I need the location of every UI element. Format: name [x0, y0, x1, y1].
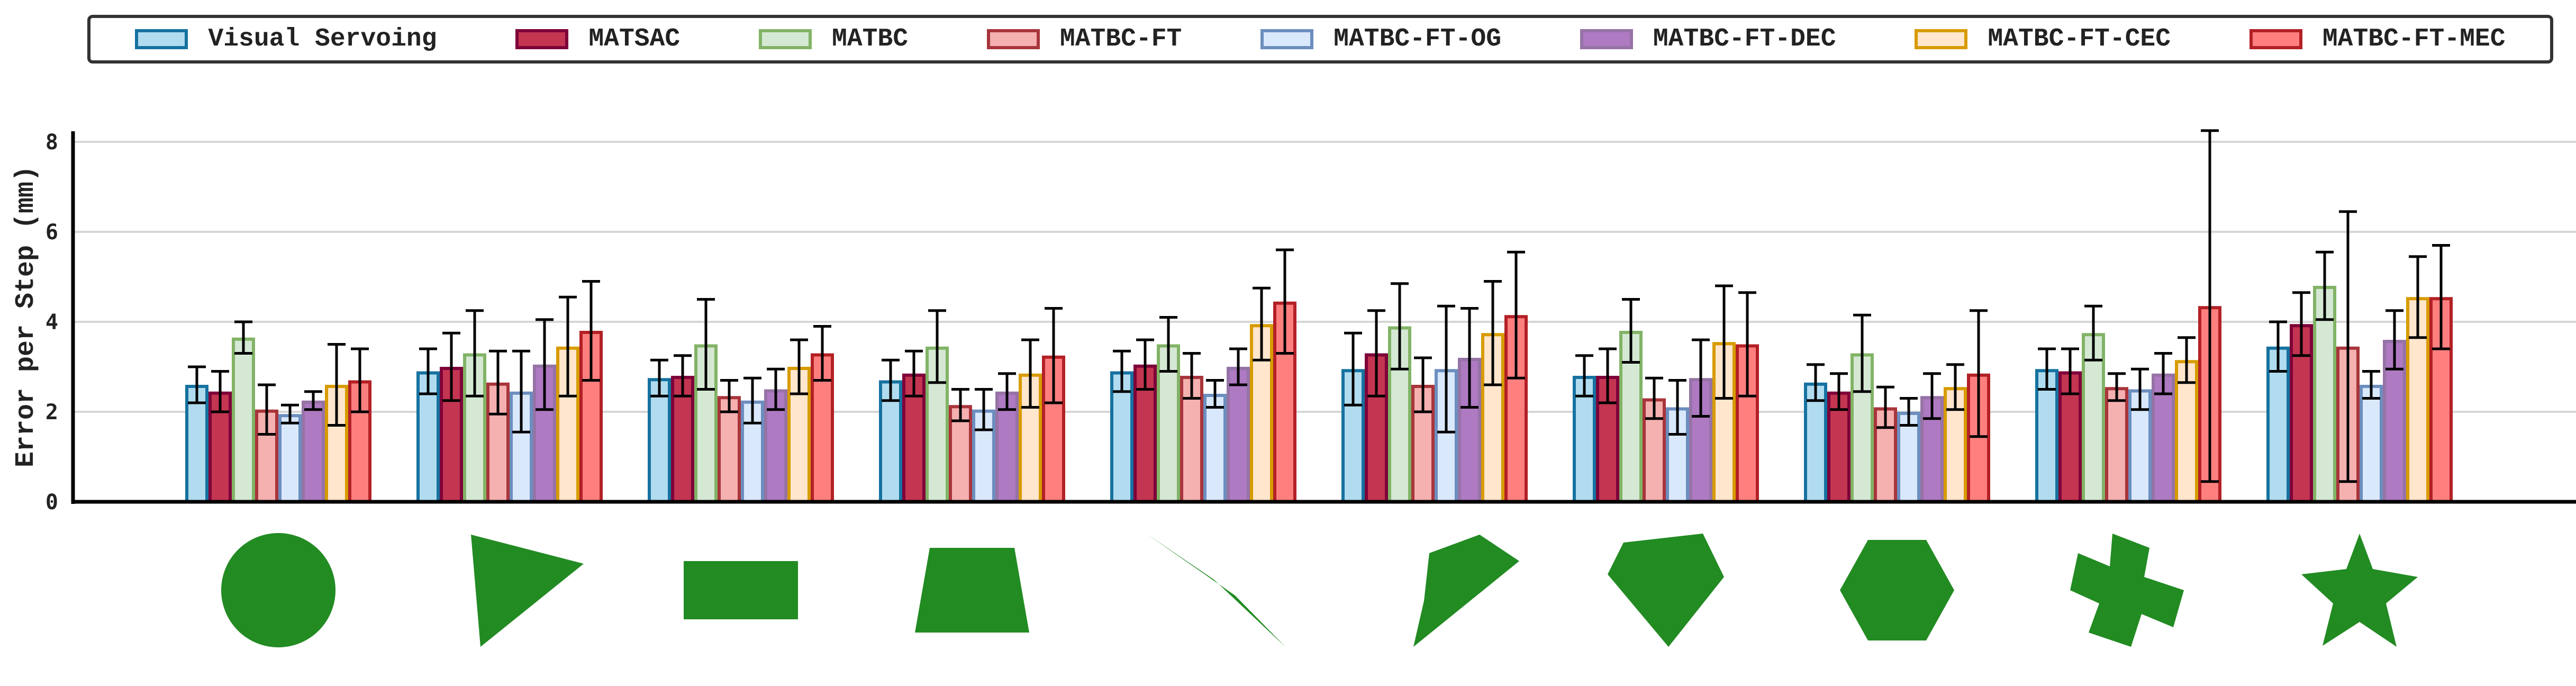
bar [718, 396, 741, 503]
y-tick-label: 8 [46, 130, 58, 155]
bar [278, 414, 302, 503]
bar [1227, 367, 1250, 503]
bar [949, 405, 972, 503]
legend-item: MATBC-FT-MEC [2249, 25, 2506, 53]
legend-swatch [2249, 29, 2302, 49]
y-tick-label: 0 [46, 490, 58, 514]
y-tick-label: 2 [46, 400, 58, 425]
cross-shape-icon [2070, 534, 2184, 647]
legend-item: MATBC-FT-CEC [1915, 25, 2171, 53]
bar [1897, 412, 1920, 503]
parallelogram-shape-icon [1146, 534, 1285, 647]
legend-label: Visual Servoing [208, 25, 437, 53]
trapezoid-shape-icon [915, 548, 1029, 633]
y-axis-label: Error per Step (mm) [11, 166, 41, 467]
y-tick-label: 4 [46, 310, 58, 335]
legend-swatch [1260, 29, 1314, 49]
star-shape-icon [2301, 534, 2418, 647]
legend-item: MATBC-FT-OG [1260, 25, 1501, 53]
legend-swatch [759, 29, 812, 49]
legend-label: MATBC-FT-DEC [1653, 25, 1836, 53]
legend-swatch [135, 29, 188, 49]
bar [648, 378, 671, 503]
pentagon-shape-icon [1413, 535, 1519, 647]
legend-swatch [986, 29, 1040, 49]
hexagon-shape-icon [1840, 540, 1954, 640]
legend-swatch [1580, 29, 1633, 49]
legend-item: Visual Servoing [135, 25, 437, 53]
legend-item: MATBC [759, 25, 908, 53]
legend-label: MATBC-FT-CEC [1988, 25, 2171, 53]
legend-item: MATBC-FT-DEC [1580, 25, 1836, 53]
bar [995, 391, 1019, 503]
legend-swatch [515, 29, 569, 49]
legend-label: MATBC [832, 25, 909, 53]
legend: Visual Servoing MATSAC MATBC MATBC-FT MATBC-… [87, 15, 2553, 64]
legend-swatch [1915, 29, 1968, 49]
irregular-pentagon-shape-icon [1608, 534, 1724, 647]
bar [1203, 394, 1227, 503]
legend-label: MATSAC [588, 25, 681, 53]
triangle-shape-icon [471, 535, 584, 647]
legend-item: MATSAC [515, 25, 680, 53]
y-tick-label: 6 [46, 220, 58, 245]
legend-label: MATBC-FT-OG [1334, 25, 1502, 53]
bar [302, 400, 325, 503]
legend-label: MATBC-FT-MEC [2322, 25, 2506, 53]
legend-label: MATBC-FT [1059, 25, 1182, 53]
rectangle-shape-icon [684, 561, 798, 619]
bar [2105, 387, 2128, 503]
circle-shape-icon [221, 533, 335, 647]
bar [232, 337, 255, 503]
bar [2360, 385, 2383, 503]
legend-item: MATBC-FT [986, 25, 1182, 53]
